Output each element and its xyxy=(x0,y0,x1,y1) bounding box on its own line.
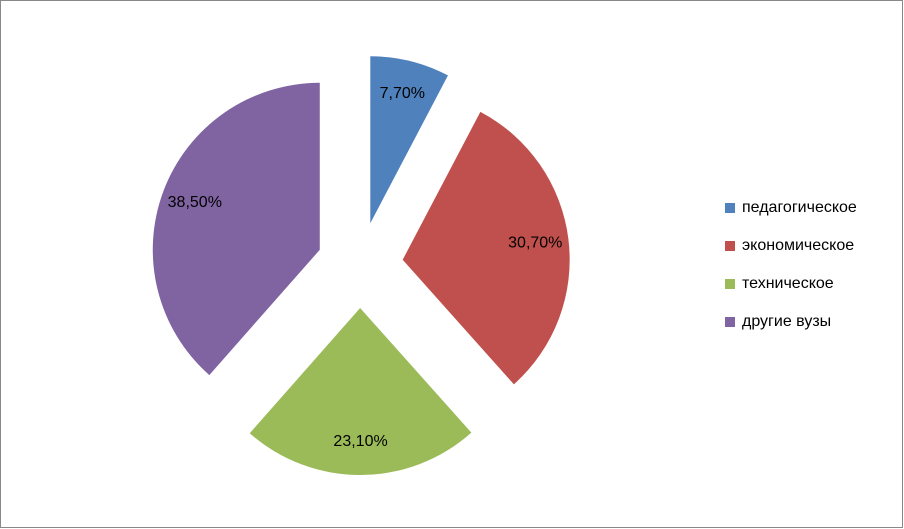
pie-slice xyxy=(370,56,448,224)
data-label: 7,70% xyxy=(380,85,425,102)
data-label: 38,50% xyxy=(168,194,222,211)
pie-slice xyxy=(152,82,320,376)
legend-swatch xyxy=(725,279,735,289)
legend-swatch xyxy=(725,203,735,213)
legend-label: педагогическое xyxy=(742,199,857,216)
data-label: 30,70% xyxy=(508,235,562,252)
data-label: 23,10% xyxy=(333,433,387,450)
legend-label: техническое xyxy=(742,275,834,292)
legend-swatch xyxy=(725,317,735,327)
legend-swatch xyxy=(725,241,735,251)
legend-label: экономическое xyxy=(742,237,854,254)
pie-slice xyxy=(402,111,570,385)
legend-label: другие вузы xyxy=(742,313,831,330)
pie-slice xyxy=(249,307,472,475)
